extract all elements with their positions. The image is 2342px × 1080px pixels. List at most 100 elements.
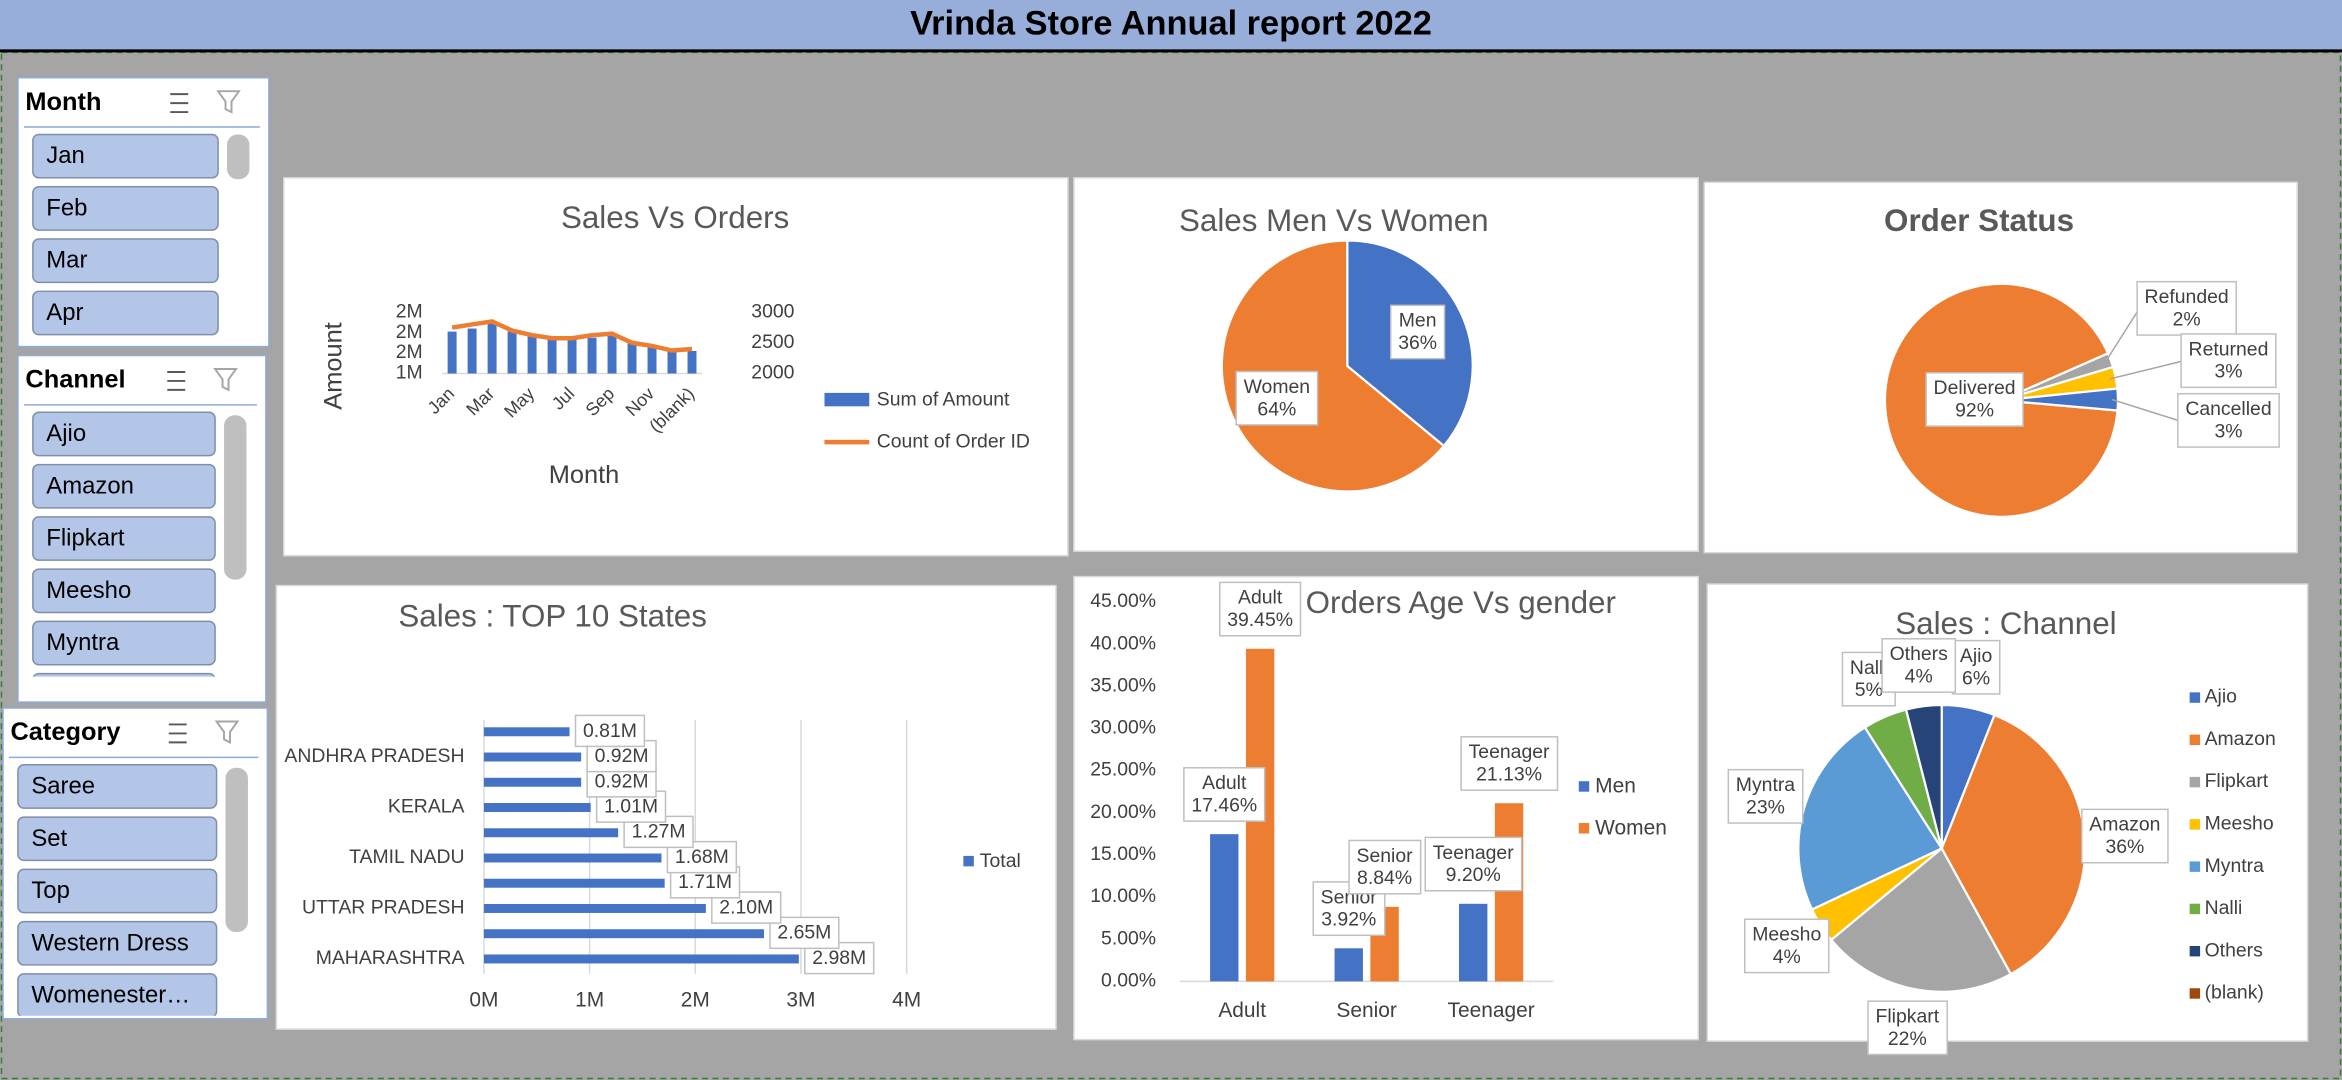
data-label-box (1424, 836, 1523, 892)
slicer-items: Jan Feb Mar Apr (32, 133, 219, 336)
slicer-button[interactable] (32, 516, 216, 561)
y-tick-label: 35.00% (1090, 674, 1156, 696)
slicer-item-label[interactable]: Saree (31, 773, 95, 800)
chart-title: Sales : TOP 10 States (398, 599, 707, 634)
legend-swatch (1578, 823, 1590, 834)
bar (483, 954, 799, 964)
chart-title: Sales Men Vs Women (1179, 203, 1489, 238)
data-label: Women 64% (1244, 376, 1311, 420)
slicer-scrollbar[interactable] (224, 415, 247, 580)
slicer-item-label[interactable]: Ajio (46, 420, 86, 447)
y-tick-label: 2M (396, 341, 423, 363)
data-label-line: 5% (1855, 679, 1883, 701)
data-label-line: 0.92M (595, 745, 649, 767)
legend-label: Ajio (2205, 686, 2237, 708)
data-label-line: Delivered (1934, 377, 2016, 399)
slicer-item-label[interactable]: Amazon (46, 472, 134, 499)
data-label: Cancelled 3% (2185, 398, 2271, 442)
slicer-button[interactable] (32, 133, 219, 179)
data-label-line: 3% (2214, 361, 2242, 383)
legend-swatch (2189, 819, 2201, 830)
slicer-item-label[interactable]: Set (31, 825, 67, 852)
data-label-line: 8.84% (1357, 867, 1412, 889)
y-tick-label: 40.00% (1090, 632, 1156, 654)
data-label-line: 23% (1746, 797, 1785, 819)
data-label-line: 2.10M (719, 897, 773, 919)
slicer-item-label[interactable]: Mar (46, 247, 87, 274)
data-label: 0.81M (583, 720, 637, 742)
data-label-box (1235, 370, 1319, 426)
y2-tick-label: 3000 (751, 300, 794, 322)
data-label-line: 22% (1888, 1028, 1927, 1050)
y-axis-title: Amount (319, 322, 347, 409)
slicer-title: Channel (25, 366, 125, 394)
slicer-item-label[interactable]: Western Dress (31, 929, 188, 956)
clear-filter-icon[interactable] (214, 720, 240, 744)
bar (647, 344, 657, 374)
slicer-button[interactable] (32, 238, 219, 284)
slicer-items: Saree Set Top Western Dress Womenester… (17, 764, 218, 1017)
slicer-button[interactable] (17, 868, 218, 914)
slicer-button[interactable] (32, 568, 216, 614)
x-tick-label: 0M (469, 988, 498, 1011)
data-label-line: 2.98M (812, 947, 866, 969)
x-tick-label: Teenager (1448, 999, 1535, 1022)
y-tick-label: UTTAR PRADESH (302, 897, 464, 919)
slicer-item-label[interactable]: Flipkart (46, 525, 125, 552)
slicer-button[interactable] (32, 672, 216, 717)
slicer-button[interactable] (17, 764, 218, 809)
slicer-button[interactable] (32, 411, 216, 457)
legend-swatch (2189, 988, 2201, 999)
slicer-scrollbar[interactable] (225, 767, 248, 933)
bar (1210, 834, 1239, 982)
y-tick-label: 30.00% (1090, 717, 1156, 739)
chart-title: Sales : Channel (1895, 606, 2116, 641)
bar (483, 727, 570, 737)
slicer-scrollbar[interactable] (227, 134, 250, 180)
data-label-line: 4% (1905, 666, 1933, 688)
slicer-button[interactable] (32, 620, 216, 666)
data-label-line: Cancelled (2185, 398, 2271, 420)
legend-swatch (2189, 734, 2201, 746)
slicer-item-label[interactable]: Myntra (46, 629, 120, 656)
slicer-item-label[interactable]: Meesho (46, 577, 131, 604)
bar (1494, 803, 1524, 982)
legend-label: (blank) (2205, 982, 2264, 1004)
slicer-button[interactable] (17, 973, 218, 1017)
data-label: Myntra 23% (1736, 774, 1796, 818)
slicer-item-label[interactable]: Womenester… (31, 982, 190, 1009)
slicer-button[interactable] (17, 920, 218, 966)
legend-label: Count of Order ID (877, 430, 1030, 452)
data-label-box (1867, 1000, 1948, 1056)
legend-label: Others (2205, 939, 2263, 961)
data-label-box (1183, 767, 1266, 822)
slicer-button[interactable] (17, 816, 218, 862)
slicer-button[interactable] (32, 290, 219, 336)
slicer-item-label[interactable]: Apr (46, 299, 83, 326)
data-label-line: 1.68M (675, 846, 729, 868)
data-label-line: 4% (1773, 946, 1801, 968)
bar (507, 331, 517, 374)
data-label: Teenager 9.20% (1433, 842, 1514, 886)
clear-filter-icon[interactable] (216, 90, 241, 114)
slicer-item-label[interactable]: Jan (46, 142, 84, 169)
x-tick-label: Senior (1336, 999, 1396, 1022)
bar (667, 349, 677, 374)
legend-swatch (963, 855, 974, 867)
leader-line (2104, 308, 2140, 363)
data-label-line: Myntra (1736, 774, 1796, 796)
data-label: 1.01M (604, 796, 658, 818)
y-tick-label: KERALA (388, 796, 465, 818)
clear-filter-icon[interactable] (213, 368, 238, 392)
legend-label: Women (1595, 817, 1667, 840)
data-label-line: Adult (1238, 587, 1283, 609)
slicer-button[interactable] (32, 186, 219, 231)
slicer-button[interactable] (32, 463, 216, 509)
bar (483, 777, 582, 787)
slicer-title: Month (25, 88, 101, 116)
data-label: Delivered 92% (1934, 377, 2016, 421)
header-bar (0, 0, 2342, 51)
bar (627, 341, 637, 374)
slicer-item-label[interactable]: Feb (46, 194, 87, 221)
slicer-item-label[interactable]: Top (31, 877, 70, 904)
